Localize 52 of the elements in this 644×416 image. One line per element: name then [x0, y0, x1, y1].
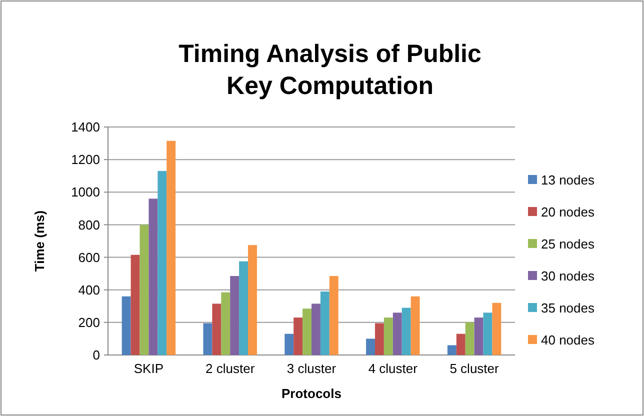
bar — [402, 308, 411, 355]
bar — [392, 312, 402, 355]
bar — [122, 296, 131, 355]
bar — [148, 198, 158, 355]
x-tick-label: 4 cluster — [368, 361, 418, 376]
x-tick-label: 2 cluster — [206, 361, 256, 376]
bar — [166, 140, 176, 355]
y-tick-label: 600 — [78, 250, 100, 265]
bar — [465, 322, 474, 355]
bar — [329, 276, 338, 355]
y-tick-label: 1000 — [71, 184, 100, 200]
legend-label: 13 nodes — [541, 172, 595, 188]
bar — [374, 323, 384, 355]
bar — [320, 291, 330, 355]
y-axis-title: Time (ms) — [32, 210, 47, 272]
y-tick-label: 1200 — [71, 152, 100, 168]
bar — [410, 296, 420, 355]
legend-label: 40 nodes — [541, 332, 595, 348]
legend-label: 30 nodes — [541, 268, 595, 284]
bar — [230, 276, 240, 355]
x-axis-title: Protocols — [282, 386, 342, 401]
bar — [203, 323, 212, 355]
x-tick-label: 5 cluster — [450, 361, 500, 376]
y-tick-label: 1400 — [71, 120, 100, 135]
y-tick-label: 400 — [78, 282, 100, 298]
legend-label: 35 nodes — [541, 300, 595, 316]
bar — [384, 318, 393, 355]
legend-label: 25 nodes — [541, 236, 595, 252]
bar — [312, 304, 320, 355]
bar — [483, 312, 492, 355]
bar — [474, 318, 484, 355]
x-tick-label: SKIP — [134, 361, 164, 376]
bar — [221, 292, 230, 355]
bar — [212, 304, 222, 355]
bar — [248, 245, 257, 355]
bar — [158, 170, 167, 355]
y-tick-label: 800 — [78, 217, 100, 232]
bar — [140, 224, 149, 355]
y-tick-label: 200 — [78, 314, 100, 330]
bar — [456, 334, 466, 355]
bar — [302, 308, 312, 355]
bar — [284, 334, 294, 355]
y-tick-label: 0 — [92, 348, 100, 363]
bar — [239, 261, 248, 355]
x-tick-label: 3 cluster — [286, 361, 337, 376]
bar — [492, 302, 502, 355]
chart-title: Timing Analysis of Public Key Computation — [178, 40, 482, 100]
bar — [447, 345, 456, 355]
bar — [130, 254, 140, 355]
legend-label: 20 nodes — [541, 204, 595, 220]
bar — [366, 338, 375, 355]
bar — [294, 318, 303, 355]
